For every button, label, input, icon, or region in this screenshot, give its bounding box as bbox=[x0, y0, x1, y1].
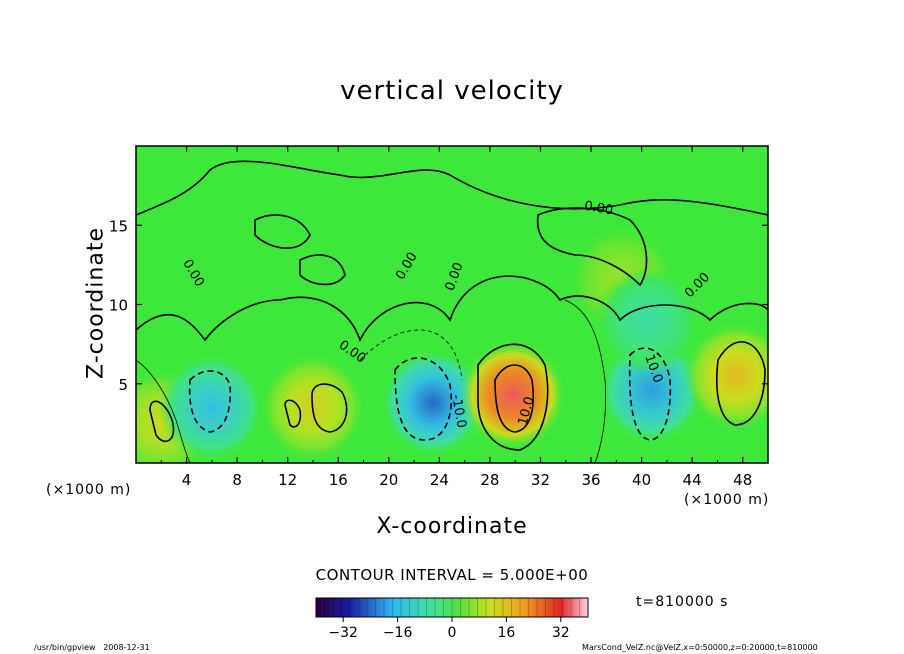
x-axis-unit-right: (×1000 m) bbox=[684, 492, 770, 508]
colorbar-tick-label: 16 bbox=[497, 625, 515, 641]
x-tick-label: 20 bbox=[379, 471, 398, 489]
footer-date: 2008-12-31 bbox=[103, 643, 150, 652]
contour-lines bbox=[136, 160, 768, 463]
y-tick-label: 15 bbox=[109, 217, 128, 235]
chart-title: vertical velocity bbox=[340, 76, 564, 106]
x-tick-label: 48 bbox=[733, 471, 752, 489]
footer-program: /usr/bin/gpview 2008-12-31 bbox=[34, 643, 150, 652]
colorbar: −32 −16 0 16 32 bbox=[315, 597, 589, 641]
x-tick-label: 8 bbox=[232, 471, 242, 489]
x-tick-label: 44 bbox=[683, 471, 702, 489]
x-tick-label: 28 bbox=[480, 471, 499, 489]
y-tick-label: 5 bbox=[118, 376, 128, 394]
x-tick-label: 36 bbox=[581, 471, 600, 489]
footer-source: MarsCond_VelZ.nc@VelZ,x=0:50000,z=0:2000… bbox=[582, 643, 818, 652]
field-extremum bbox=[158, 353, 265, 462]
field-extremum bbox=[459, 340, 566, 449]
x-tick-label: 24 bbox=[430, 471, 449, 489]
x-tick-label: 12 bbox=[278, 471, 297, 489]
x-axis-label: X-coordinate bbox=[376, 514, 528, 539]
colorbar-tick-label: 32 bbox=[552, 625, 570, 641]
x-axis-unit-left: (×1000 m) bbox=[46, 482, 132, 498]
time-label: t=810000 s bbox=[636, 594, 729, 610]
x-tick-label: 4 bbox=[182, 471, 192, 489]
y-tick-label: 10 bbox=[109, 297, 128, 315]
field-extremum bbox=[683, 321, 768, 430]
field-extremum bbox=[594, 266, 702, 375]
colorbar-tick-label: −16 bbox=[383, 625, 413, 641]
x-tick-label: 16 bbox=[329, 471, 348, 489]
x-tick-label: 40 bbox=[632, 471, 651, 489]
colorbar-tick-label: −32 bbox=[328, 625, 358, 641]
contour-label: -10.0 bbox=[448, 394, 469, 430]
contour-interval-label: CONTOUR INTERVAL = 5.000E+00 bbox=[315, 566, 589, 584]
colorbar-tick-label: 0 bbox=[448, 625, 457, 641]
footer-program-path: /usr/bin/gpview bbox=[34, 643, 96, 652]
contour-label: 0.00 bbox=[583, 199, 614, 219]
contour-label: 10.0 bbox=[516, 395, 538, 427]
velocity-field bbox=[136, 146, 768, 463]
x-tick-label: 32 bbox=[531, 471, 550, 489]
